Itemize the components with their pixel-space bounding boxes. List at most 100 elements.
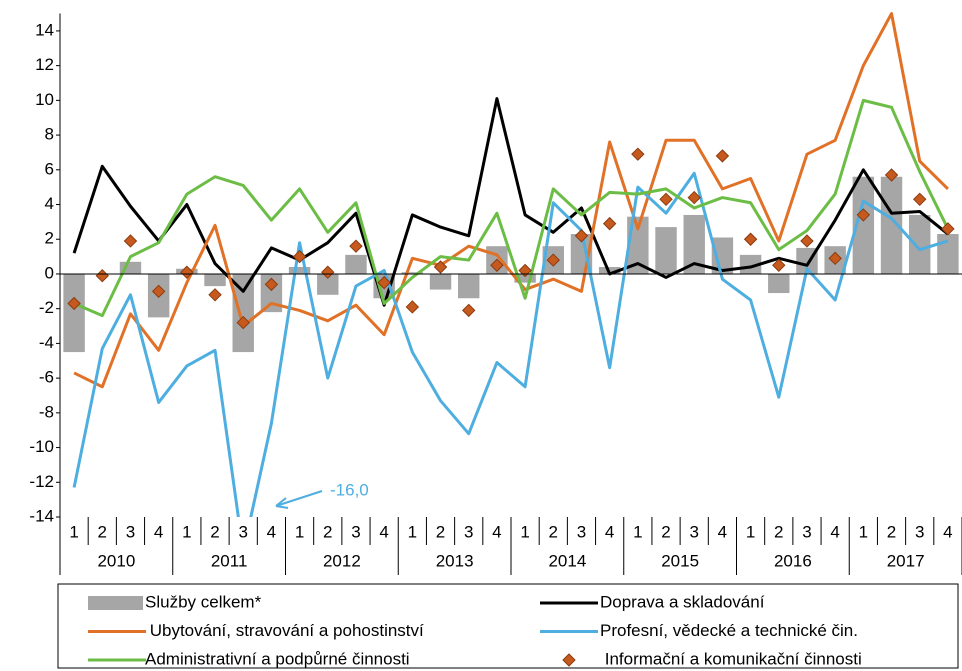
marker (462, 303, 476, 318)
x-tick-label: 2 (98, 522, 107, 541)
marker (377, 275, 391, 290)
x-tick-label: 2 (774, 522, 783, 541)
y-tick-label: 8 (45, 125, 54, 144)
x-group-label: 2014 (548, 551, 586, 570)
y-tick-label: -8 (39, 402, 54, 421)
x-tick-label: 1 (408, 522, 417, 541)
marker (856, 208, 871, 222)
annotation: -16,0 (330, 480, 369, 499)
bar (429, 273, 452, 290)
legend-label: Služby celkem* (145, 592, 262, 611)
y-tick-label: 12 (35, 55, 54, 74)
y-tick-label: -12 (29, 472, 54, 491)
bar (288, 267, 311, 274)
x-group-label: 2015 (661, 551, 699, 570)
legend: Služby celkem* Doprava a skladování Ubyto… (88, 592, 862, 668)
x-tick-label: 4 (267, 522, 276, 541)
x-tick-label: 4 (379, 522, 388, 541)
y-tick-label: -4 (39, 333, 54, 352)
legend-label: Administrativní a podpůrné činnosti (145, 649, 410, 668)
line-layer (72, 12, 950, 517)
bar (458, 273, 480, 299)
x-tick-label: 3 (802, 522, 811, 541)
y-tick-label: -2 (39, 298, 54, 317)
x-tick-label: 3 (689, 522, 698, 541)
marker (151, 284, 166, 299)
x-group-label: 2016 (774, 551, 812, 570)
y-tick-label: 4 (45, 194, 54, 213)
x-tick-label: 2 (549, 522, 558, 541)
bar (401, 272, 424, 274)
marker (602, 216, 617, 231)
legend-box (57, 583, 959, 669)
y-tick-label: -10 (29, 437, 54, 456)
x-tick-label: 1 (859, 522, 868, 541)
y-tick-label: -14 (29, 506, 54, 525)
bar (852, 176, 875, 274)
bar (63, 273, 85, 353)
marker (321, 265, 335, 279)
legend-label: Informační a komunikační činnosti (600, 649, 862, 668)
marker (715, 149, 730, 163)
x-tick-label: 2 (661, 522, 670, 541)
bar (655, 227, 677, 274)
bar (317, 273, 339, 295)
bar (909, 214, 931, 274)
line (73, 12, 949, 389)
y-tick-label: 0 (45, 263, 54, 282)
line (73, 98, 950, 318)
x-group-label: 2012 (323, 551, 361, 570)
marker (349, 239, 363, 253)
x-tick-label: 2 (887, 522, 896, 541)
marker (659, 192, 673, 207)
line (72, 97, 949, 307)
bar (345, 254, 367, 274)
x-tick-label: 3 (238, 522, 247, 541)
marker (292, 249, 307, 264)
marker (405, 300, 420, 314)
x-tick-label: 3 (915, 522, 924, 541)
legend-label: Doprava a skladování (600, 592, 765, 611)
marker (180, 265, 194, 279)
y-tick-label: 10 (35, 90, 54, 109)
marker (236, 315, 250, 330)
bar-layer (63, 176, 959, 353)
x-tick-label: 4 (605, 522, 614, 541)
bar (204, 273, 226, 287)
legend-swatch (562, 653, 576, 667)
x-tick-label: 2 (436, 522, 445, 541)
bar (937, 234, 959, 274)
marker (631, 147, 645, 161)
marker (884, 168, 899, 182)
x-tick-label: 1 (182, 522, 191, 541)
marker (772, 258, 786, 272)
y-tick-label: -6 (39, 368, 54, 387)
x-tick-label: 1 (69, 522, 78, 541)
x-tick-label: 1 (520, 522, 529, 541)
marker (828, 251, 842, 266)
marker (95, 268, 109, 283)
marker (208, 288, 222, 302)
x-tick-label: 4 (154, 522, 163, 541)
x-tick-label: 4 (492, 522, 501, 541)
x-tick-label: 2 (210, 522, 219, 541)
marker (433, 260, 448, 274)
x-tick-label: 1 (633, 522, 642, 541)
bar (880, 176, 903, 274)
bar (683, 214, 705, 274)
legend-label: Profesní, vědecké a technické čin. (600, 621, 858, 640)
x-tick-label: 3 (126, 522, 135, 541)
marker (490, 258, 504, 272)
x-group-label: 2010 (97, 551, 135, 570)
x-tick-label: 2 (323, 522, 332, 541)
marker (264, 277, 279, 292)
marker (546, 253, 560, 267)
y-tick-label: 6 (45, 159, 54, 178)
x-group-label: 2013 (436, 551, 474, 570)
line (72, 171, 949, 517)
x-tick-label: 1 (295, 522, 304, 541)
marker (800, 234, 814, 248)
